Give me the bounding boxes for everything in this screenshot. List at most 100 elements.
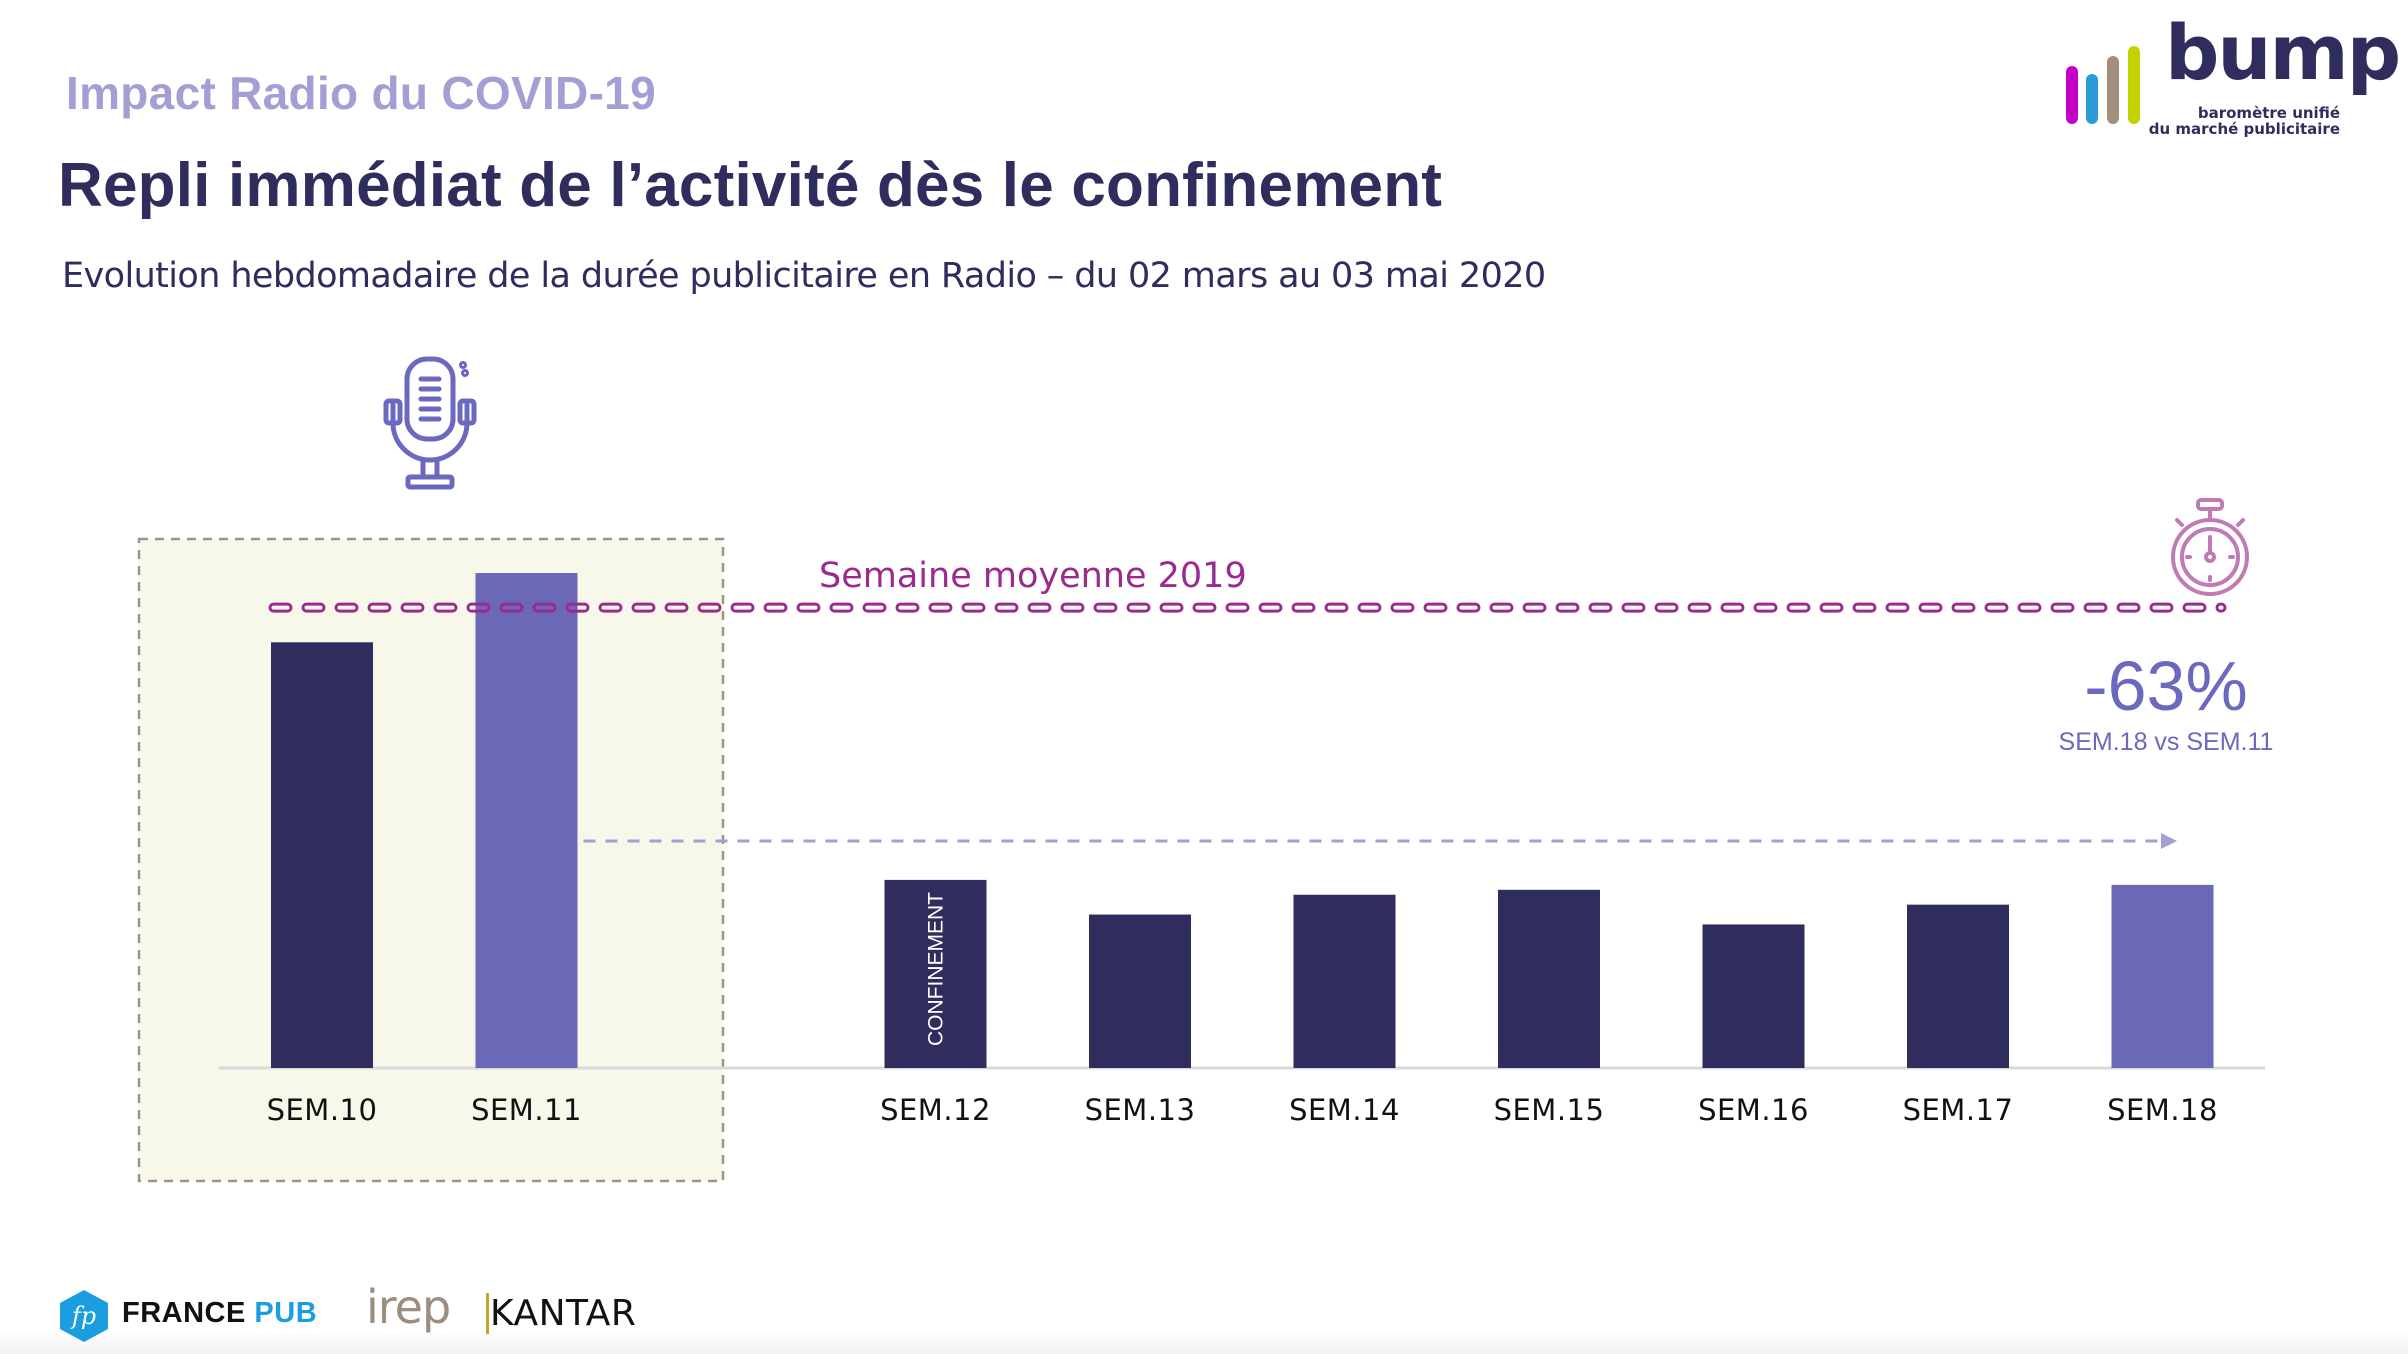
average-line-dash (565, 602, 590, 613)
average-line-dash (796, 602, 821, 613)
average-line-dash (928, 602, 953, 613)
bar-sem-17 (1907, 904, 2009, 1068)
average-line-dash (697, 602, 722, 613)
average-line-dash (1654, 602, 1679, 613)
x-tick-label: SEM.17 (1903, 1093, 2014, 1127)
logo-tagline-1: baromètre unifié (2197, 104, 2340, 122)
average-line-dash (400, 602, 425, 613)
x-tick-label: SEM.15 (1494, 1093, 1605, 1127)
average-line-dash (1192, 602, 1217, 613)
logo-bar-4 (2128, 46, 2140, 124)
average-line-dash (2017, 602, 2042, 613)
average-line-dash (2050, 602, 2075, 613)
average-line-dash (1423, 602, 1448, 613)
average-line-dash (2083, 602, 2108, 613)
bar-sem-15 (1498, 889, 1600, 1068)
kicker-title: Impact Radio du COVID-19 (66, 67, 656, 119)
bar-sem-18 (2111, 884, 2214, 1068)
precovid-highlight-box (137, 537, 725, 1183)
category-labels: SEM.10 SEM.11 SEM.12 SEM.13 SEM.14 SEM.15 SEM.… (267, 1093, 2218, 1127)
average-line-dash (1060, 602, 1085, 613)
average-line-dash (1258, 602, 1283, 613)
x-tick-label: SEM.16 (1698, 1093, 1809, 1127)
average-2019-line (268, 602, 2227, 613)
average-line-dash (961, 602, 986, 613)
delta-caption: SEM.18 vs SEM.11 (2059, 728, 2274, 756)
average-line-dash (1456, 602, 1481, 613)
x-tick-label: SEM.12 (880, 1093, 991, 1127)
average-line-dash (2116, 602, 2141, 613)
average-line-dash (1357, 602, 1382, 613)
average-line-dash (1522, 602, 1547, 613)
comparison-arrow (583, 833, 2177, 849)
logo-tagline-2: du marché publicitaire (2148, 120, 2340, 138)
average-line-dash (1588, 602, 1613, 613)
average-line-dash (763, 602, 788, 613)
average-line-dash (301, 602, 326, 613)
irep-logo: irep (366, 1280, 451, 1334)
average-line-dash (1555, 602, 1580, 613)
average-line-dash (994, 602, 1019, 613)
x-tick-label: SEM.13 (1085, 1093, 1196, 1127)
average-2019-label: Semaine moyenne 2019 (819, 556, 1247, 596)
average-line-dash (1126, 602, 1151, 613)
bar-sem-11 (475, 573, 578, 1068)
average-line-dash (1786, 602, 1811, 613)
average-line-dash (1621, 602, 1646, 613)
average-line-dash (598, 602, 623, 613)
average-line-dash (2182, 602, 2207, 613)
average-line-dash (1159, 602, 1184, 613)
bars-group (271, 573, 2214, 1068)
average-line-dash (1225, 602, 1250, 613)
average-line-dash (2149, 602, 2174, 613)
france-pub-logo: FRANCE PUB (122, 1297, 317, 1330)
average-line-dash (862, 602, 887, 613)
average-line-dash (1885, 602, 1910, 613)
fp-badge-text: fp (70, 1302, 96, 1330)
x-tick-label: SEM.18 (2107, 1093, 2218, 1127)
delta-percentage: -63% (2084, 647, 2247, 725)
average-line-dash (1951, 602, 1976, 613)
average-line-dash (367, 602, 392, 613)
average-line-dash (2215, 602, 2227, 613)
average-line-dash (499, 602, 524, 613)
average-line-dash (1918, 602, 1943, 613)
average-line-dash (664, 602, 689, 613)
x-tick-label: SEM.14 (1289, 1093, 1400, 1127)
average-line-dash (1984, 602, 2009, 613)
bar-sem-16 (1702, 924, 1805, 1068)
average-line-dash (631, 602, 656, 613)
average-line-dash (1852, 602, 1877, 613)
kantar-logo-text: KANTAR (486, 1293, 637, 1334)
average-line-dash (268, 602, 293, 613)
france-pub-name: FRANCE (122, 1297, 246, 1329)
average-line-dash (1753, 602, 1778, 613)
arrow-head-icon (2161, 833, 2177, 849)
average-line-dash (829, 602, 854, 613)
average-line-dash (730, 602, 755, 613)
average-line-dash (1027, 602, 1052, 613)
footer-strip (0, 1330, 2408, 1354)
france-pub-accent: PUB (254, 1297, 318, 1329)
microphone-icon (383, 356, 477, 490)
average-line-dash (466, 602, 491, 613)
average-line-dash (532, 602, 557, 613)
average-line-dash (1720, 602, 1745, 613)
stopwatch-icon (2171, 498, 2249, 596)
bar-sem-13 (1089, 914, 1191, 1068)
france-pub-badge-icon: fp (60, 1290, 108, 1342)
logo-bar-2 (2086, 74, 2098, 124)
average-line-dash (1390, 602, 1415, 613)
logo-bar-1 (2066, 66, 2078, 124)
x-tick-label: SEM.10 (267, 1093, 378, 1127)
average-line-dash (1489, 602, 1514, 613)
average-line-dash (1687, 602, 1712, 613)
average-line-dash (895, 602, 920, 613)
average-line-dash (1291, 602, 1316, 613)
average-line-dash (1819, 602, 1844, 613)
logo-bar-3 (2107, 56, 2119, 124)
average-line-dash (1324, 602, 1349, 613)
average-line-dash (433, 602, 458, 613)
page-title: Repli immédiat de l’activité dès le conf… (58, 151, 1443, 220)
